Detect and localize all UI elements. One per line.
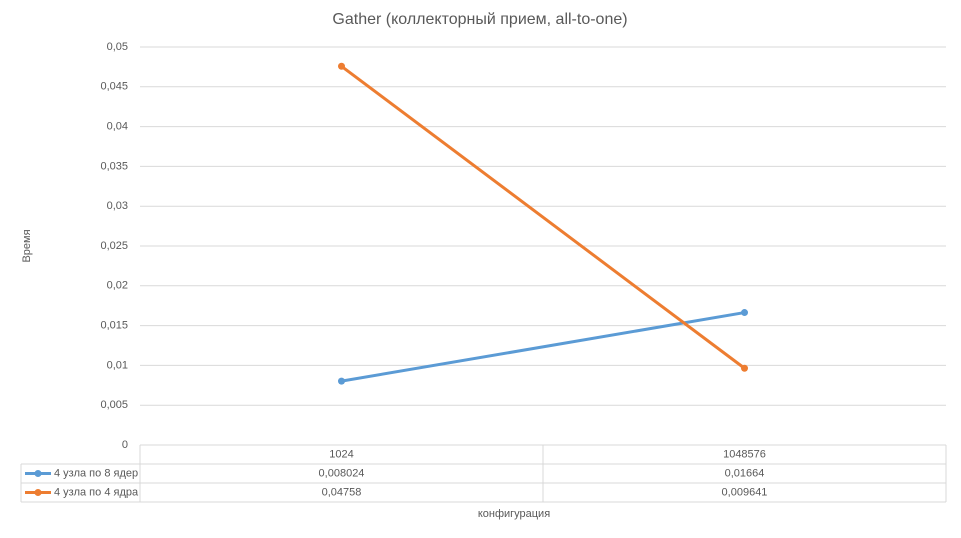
series-line <box>341 311 745 383</box>
y-tick-label: 0,05 <box>107 41 128 53</box>
chart-title: Gather (коллекторный прием, all-to-one) <box>332 11 627 28</box>
legend-label: 4 узла по 8 ядер <box>54 467 138 479</box>
y-tick-label: 0,02 <box>107 280 128 292</box>
y-tick-label: 0,005 <box>100 399 128 411</box>
table-value: 0,009641 <box>722 486 768 498</box>
series-line <box>340 65 746 370</box>
x-tick-label: 1024 <box>329 448 353 460</box>
data-point <box>338 62 345 70</box>
y-tick-label: 0,035 <box>100 160 128 172</box>
table-value: 0,008024 <box>319 467 365 479</box>
y-tick-label: 0,025 <box>100 240 128 252</box>
y-tick-label: 0,03 <box>107 200 128 212</box>
y-tick-label: 0,04 <box>107 121 128 133</box>
data-point <box>741 309 748 317</box>
legend-key-marker <box>34 470 42 477</box>
legend-key-marker <box>34 489 42 496</box>
y-axis-label: Время <box>21 229 33 262</box>
data-point <box>338 377 345 385</box>
x-tick-label: 1048576 <box>723 448 766 460</box>
data-point <box>741 364 748 372</box>
y-tick-label: 0,015 <box>100 320 128 332</box>
y-tick-label: 0 <box>122 439 128 451</box>
legend-label: 4 узла по 4 ядра <box>54 486 139 498</box>
y-tick-label: 0,045 <box>100 81 128 93</box>
x-axis-label: конфигурация <box>478 508 550 520</box>
y-tick-label: 0,01 <box>107 359 128 371</box>
table-value: 0,04758 <box>322 486 362 498</box>
table-value: 0,01664 <box>725 467 765 479</box>
